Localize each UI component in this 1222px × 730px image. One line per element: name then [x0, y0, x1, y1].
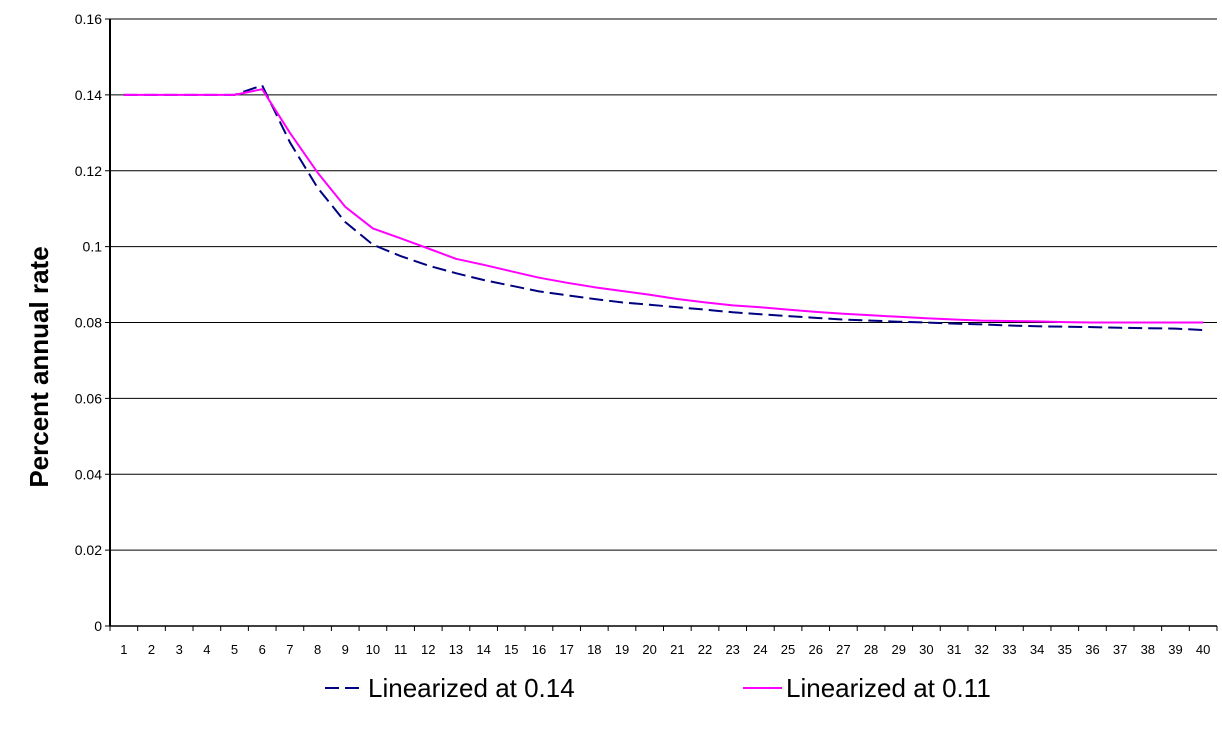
- x-tick-labels: 1 2 3 4 5 6 7 8 9 10 11 12 13 14 15 16 17 18 19 20 21 22 23 24 2…: [120, 642, 1210, 657]
- x-tick-label: 11: [394, 642, 408, 657]
- x-tick-label: 22: [698, 642, 712, 657]
- x-tick-label: 30: [919, 642, 933, 657]
- y-tick-label: 0.16: [75, 11, 102, 27]
- x-tick-label: 38: [1141, 642, 1155, 657]
- grid-lines: [105, 18, 1217, 627]
- x-tick-label: 36: [1085, 642, 1099, 657]
- y-tick-label: 0.1: [83, 239, 103, 255]
- x-tick-label: 16: [532, 642, 546, 657]
- x-tick-label: 21: [670, 642, 684, 657]
- x-tick-label: 7: [286, 642, 293, 657]
- legend-label-linearized-0-11: Linearized at 0.11: [786, 673, 991, 703]
- y-tick-label: 0.02: [75, 542, 102, 558]
- y-tick-label: 0: [94, 618, 102, 634]
- x-tick-label: 27: [836, 642, 850, 657]
- x-tick-label: 1: [120, 642, 127, 657]
- y-tick-labels: 0 0.02 0.04 0.06 0.08 0.1 0.12 0.14 0.16: [75, 11, 102, 634]
- x-tick-label: 4: [203, 642, 210, 657]
- axes: [109, 19, 1218, 631]
- series-line-1: [123, 88, 1204, 324]
- y-tick-label: 0.14: [75, 87, 102, 103]
- x-tick-label: 37: [1113, 642, 1127, 657]
- x-tick-label: 24: [753, 642, 767, 657]
- x-tick-label: 23: [725, 642, 739, 657]
- series-line-0: [123, 84, 1204, 332]
- x-tick-label: 28: [864, 642, 878, 657]
- y-tick-label: 0.06: [75, 390, 102, 406]
- x-tick-label: 32: [975, 642, 989, 657]
- x-tick-label: 13: [449, 642, 463, 657]
- x-tick-label: 12: [421, 642, 435, 657]
- x-tick-label: 39: [1168, 642, 1182, 657]
- x-tick-label: 26: [808, 642, 822, 657]
- legend: Linearized at 0.14 Linearized at 0.11: [325, 673, 991, 703]
- y-tick-label: 0.04: [75, 466, 102, 482]
- x-tick-label: 31: [947, 642, 961, 657]
- x-tick-label: 14: [476, 642, 490, 657]
- legend-label-linearized-0-14: Linearized at 0.14: [368, 673, 575, 703]
- x-tick-label: 25: [781, 642, 795, 657]
- x-tick-label: 2: [148, 642, 155, 657]
- x-tick-label: 35: [1058, 642, 1072, 657]
- x-tick-label: 29: [892, 642, 906, 657]
- y-tick-label: 0.08: [75, 315, 102, 331]
- x-tick-label: 40: [1196, 642, 1210, 657]
- x-tick-label: 3: [176, 642, 183, 657]
- y-axis-label: Percent annual rate: [24, 246, 54, 487]
- x-tick-label: 34: [1030, 642, 1044, 657]
- x-tick-label: 33: [1002, 642, 1016, 657]
- x-tick-label: 9: [342, 642, 349, 657]
- x-tick-label: 19: [615, 642, 629, 657]
- x-tick-label: 6: [259, 642, 266, 657]
- x-tick-label: 10: [366, 642, 380, 657]
- x-tick-label: 17: [559, 642, 573, 657]
- y-tick-label: 0.12: [75, 163, 102, 179]
- x-tick-label: 8: [314, 642, 321, 657]
- x-tick-label: 15: [504, 642, 518, 657]
- x-tick-label: 20: [642, 642, 656, 657]
- x-tick-label: 5: [231, 642, 238, 657]
- series-lines: [123, 84, 1204, 332]
- x-tick-label: 18: [587, 642, 601, 657]
